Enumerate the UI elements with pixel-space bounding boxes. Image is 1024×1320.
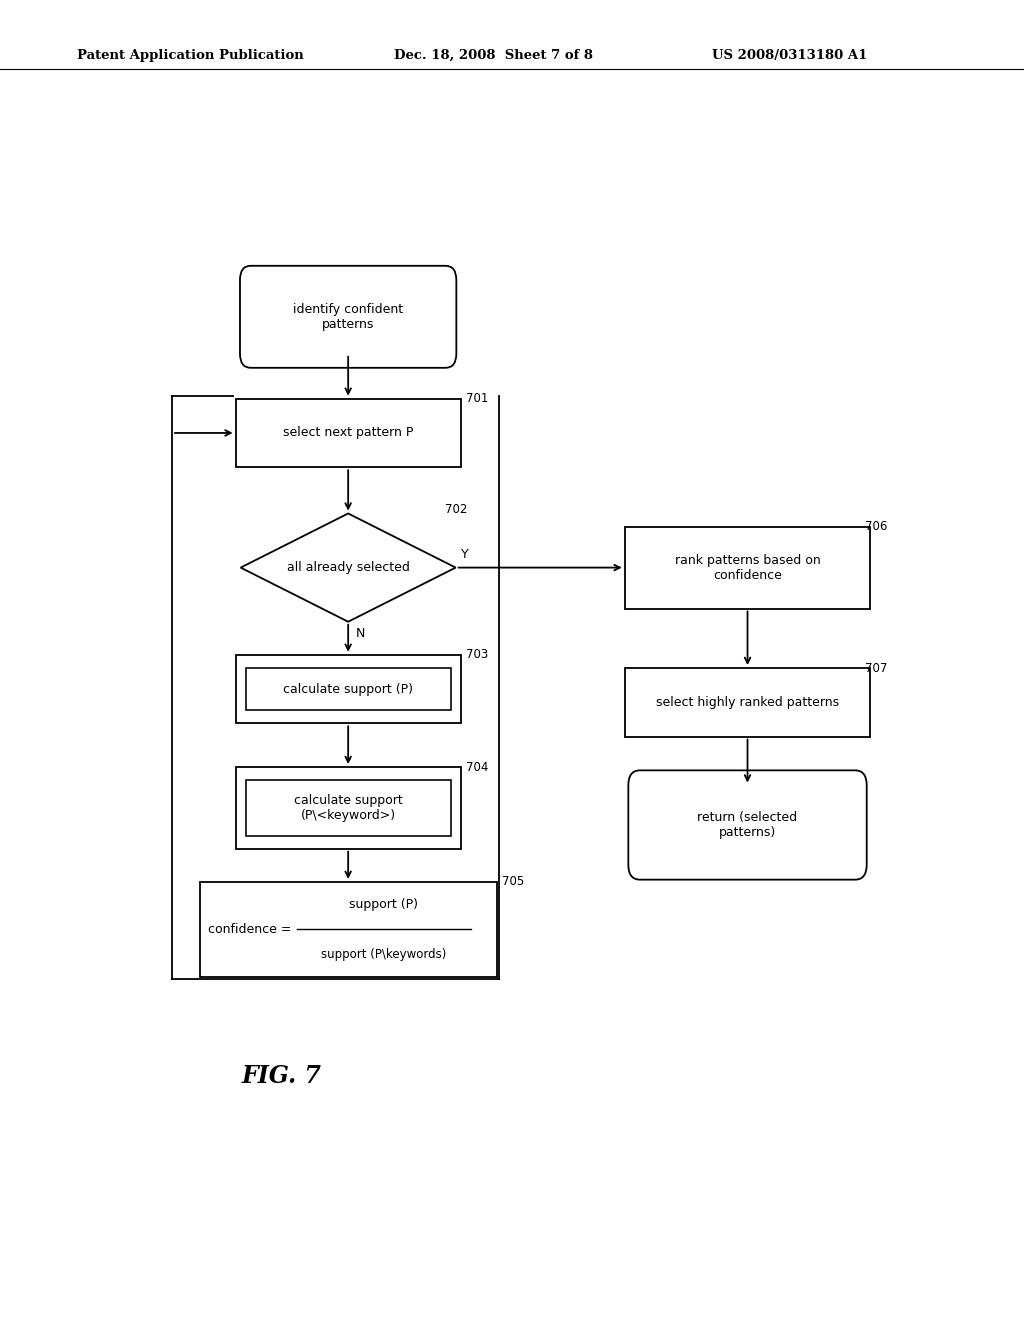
Bar: [246, 668, 451, 710]
Bar: [236, 767, 461, 849]
FancyBboxPatch shape: [240, 265, 457, 368]
Polygon shape: [241, 513, 456, 622]
Text: identify confident
patterns: identify confident patterns: [293, 302, 403, 331]
Bar: [625, 527, 870, 609]
Text: Patent Application Publication: Patent Application Publication: [77, 49, 303, 62]
Text: US 2008/0313180 A1: US 2008/0313180 A1: [712, 49, 867, 62]
Text: Dec. 18, 2008  Sheet 7 of 8: Dec. 18, 2008 Sheet 7 of 8: [394, 49, 593, 62]
Text: 702: 702: [445, 503, 468, 516]
Text: 701: 701: [466, 392, 488, 405]
Bar: [246, 780, 451, 836]
Bar: [625, 668, 870, 737]
Bar: [236, 655, 461, 723]
Bar: [200, 882, 497, 977]
Text: confidence =: confidence =: [208, 923, 292, 936]
Text: FIG. 7: FIG. 7: [242, 1064, 322, 1088]
Text: Y: Y: [461, 548, 468, 561]
Text: 706: 706: [865, 520, 888, 533]
Text: 707: 707: [865, 661, 888, 675]
Text: calculate support (P): calculate support (P): [284, 682, 413, 696]
Text: return (selected
patterns): return (selected patterns): [697, 810, 798, 840]
FancyBboxPatch shape: [629, 771, 866, 879]
Text: all already selected: all already selected: [287, 561, 410, 574]
Text: select next pattern P: select next pattern P: [283, 426, 414, 440]
Text: N: N: [355, 627, 365, 640]
Text: rank patterns based on
confidence: rank patterns based on confidence: [675, 553, 820, 582]
Text: select highly ranked patterns: select highly ranked patterns: [656, 696, 839, 709]
Text: calculate support
(P\<keyword>): calculate support (P\<keyword>): [294, 793, 402, 822]
Text: support (P): support (P): [349, 898, 418, 911]
Text: 705: 705: [502, 875, 524, 888]
Text: 704: 704: [466, 760, 488, 774]
Text: 703: 703: [466, 648, 488, 661]
Text: support (P\keywords): support (P\keywords): [322, 948, 446, 961]
Bar: [236, 399, 461, 467]
